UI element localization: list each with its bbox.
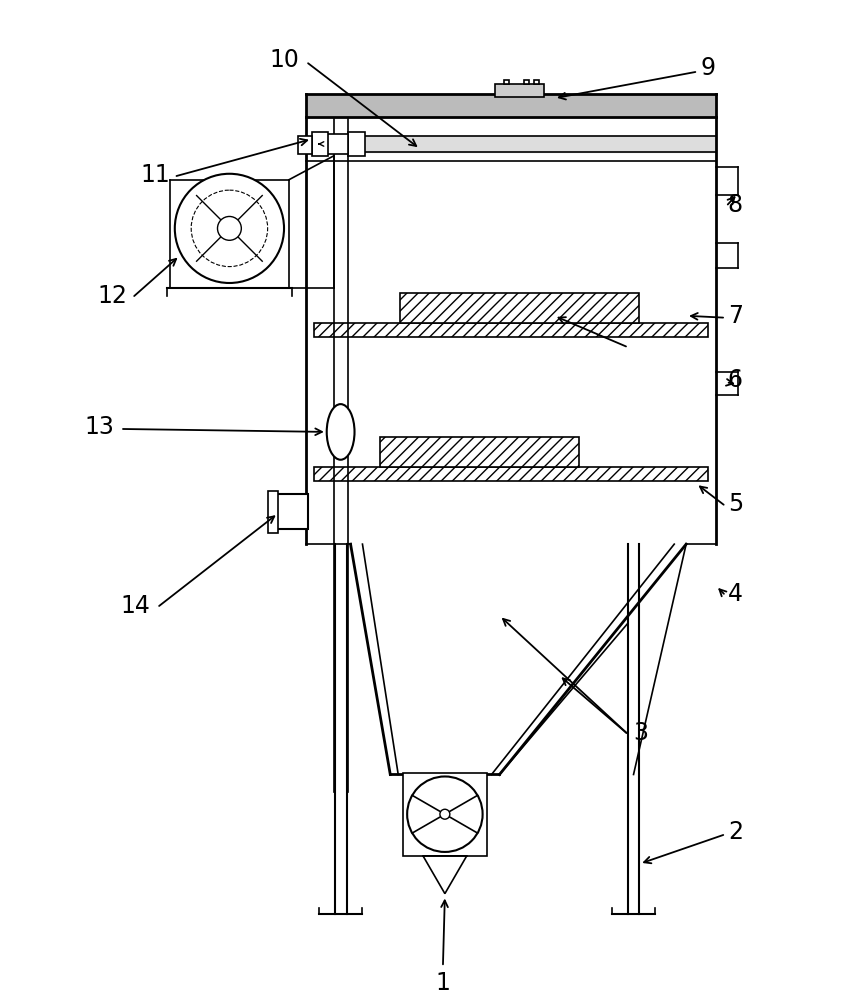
Bar [312, 132, 328, 156]
Bar [534, 80, 539, 84]
Bar [401, 293, 639, 323]
Circle shape [217, 216, 241, 240]
Text: 1: 1 [436, 971, 450, 995]
Bar [348, 132, 366, 156]
Text: 13: 13 [85, 415, 114, 439]
Polygon shape [360, 136, 716, 152]
Bar [314, 323, 708, 337]
Bar [276, 494, 308, 529]
Circle shape [407, 776, 483, 852]
Text: 9: 9 [700, 56, 715, 80]
Text: 7: 7 [728, 304, 743, 328]
Text: 5: 5 [728, 492, 743, 516]
Text: 4: 4 [728, 582, 743, 606]
Bar [525, 80, 529, 84]
Bar [504, 80, 509, 84]
Bar [314, 467, 708, 481]
Bar [495, 84, 544, 97]
Text: 11: 11 [140, 163, 169, 187]
Text: 10: 10 [269, 48, 299, 72]
Polygon shape [423, 856, 467, 894]
Text: 6: 6 [728, 368, 743, 392]
Circle shape [175, 174, 284, 283]
Bar [403, 773, 486, 856]
Bar [380, 437, 579, 467]
Text: 2: 2 [728, 820, 743, 844]
Text: 12: 12 [98, 284, 128, 308]
Circle shape [440, 809, 450, 819]
Text: 3: 3 [633, 721, 649, 745]
Ellipse shape [327, 404, 354, 460]
Text: 8: 8 [728, 193, 743, 217]
Polygon shape [306, 94, 716, 117]
Bar [298, 136, 312, 154]
Bar [326, 134, 348, 154]
Bar [268, 491, 278, 533]
Text: 14: 14 [120, 594, 150, 618]
